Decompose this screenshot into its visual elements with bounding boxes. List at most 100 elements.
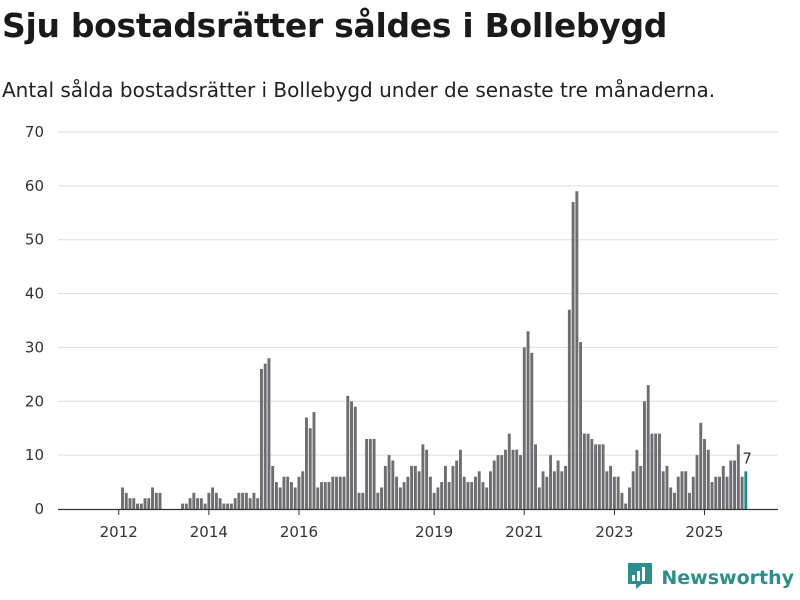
x-tick-label: 2023 <box>595 523 633 541</box>
bar <box>575 191 579 510</box>
bar <box>305 417 308 509</box>
bar <box>365 438 369 509</box>
x-tick-label: 2012 <box>100 523 138 541</box>
bar <box>688 492 691 509</box>
bar <box>436 487 440 509</box>
bar <box>564 465 568 509</box>
bar-chart-logo-icon <box>627 562 653 594</box>
bar <box>466 482 470 509</box>
bar <box>286 476 290 509</box>
bar <box>684 471 688 509</box>
bar <box>458 449 462 509</box>
bar <box>718 476 721 509</box>
bar <box>398 487 402 509</box>
bar <box>530 352 534 509</box>
y-tick-label: 50 <box>25 231 44 249</box>
bar <box>421 444 425 509</box>
bar <box>680 471 684 509</box>
chart-subtitle: Antal sålda bostadsrätter i Bollebygd un… <box>2 78 716 102</box>
bar <box>301 471 305 509</box>
bar <box>612 476 616 509</box>
bar <box>147 498 151 509</box>
bar <box>661 471 665 509</box>
bar <box>725 476 729 509</box>
bar <box>121 487 124 509</box>
bar <box>736 444 740 509</box>
bar <box>462 476 466 509</box>
bar <box>372 438 376 509</box>
bar <box>361 492 365 509</box>
bar <box>579 342 583 509</box>
bar <box>642 401 646 509</box>
y-tick-label: 10 <box>25 446 44 464</box>
bar <box>620 492 624 509</box>
bar <box>278 487 282 509</box>
bar <box>646 385 650 509</box>
bar <box>669 487 673 509</box>
bar <box>703 438 706 509</box>
bar <box>297 476 301 509</box>
bar <box>383 465 387 509</box>
bar <box>455 460 459 509</box>
bar <box>447 482 451 509</box>
bar <box>312 412 316 509</box>
bar <box>654 433 658 509</box>
bar <box>413 465 417 509</box>
bar <box>639 465 643 509</box>
bar <box>500 455 504 509</box>
bar <box>470 482 474 509</box>
bar <box>188 498 192 509</box>
bar <box>222 503 226 509</box>
y-axis-ticks: 0 10 20 30 40 50 60 70 <box>25 123 44 518</box>
bar <box>357 492 361 509</box>
bar <box>196 498 200 509</box>
bar <box>481 482 485 509</box>
bar <box>526 331 530 509</box>
bar <box>207 492 211 509</box>
bar <box>350 401 353 509</box>
bar <box>432 492 436 509</box>
bar <box>492 460 496 509</box>
brand-logo: Newsworthy <box>627 562 794 594</box>
bar <box>282 476 286 509</box>
bar <box>410 465 414 509</box>
bar <box>691 476 695 509</box>
gridlines <box>58 131 778 456</box>
bar <box>244 492 248 509</box>
bar <box>323 482 327 509</box>
bar <box>327 482 331 509</box>
bar <box>474 476 477 509</box>
bar <box>519 455 522 509</box>
bar <box>271 465 275 509</box>
bar <box>485 487 489 509</box>
bar <box>567 309 571 509</box>
bar <box>710 482 714 509</box>
bar <box>132 498 136 509</box>
bar <box>586 433 590 509</box>
bar <box>665 465 669 509</box>
bar <box>489 471 492 509</box>
x-tick-label: 2016 <box>280 523 318 541</box>
y-tick-label: 40 <box>25 285 44 303</box>
bar <box>229 503 233 509</box>
highlight-data-label: 7 <box>742 449 752 467</box>
bar <box>331 476 335 509</box>
bar <box>590 438 594 509</box>
x-tick-label: 2021 <box>505 523 543 541</box>
bar <box>609 465 613 509</box>
bar <box>293 487 297 509</box>
bar <box>729 460 733 509</box>
bar <box>275 482 278 509</box>
bar <box>346 395 350 509</box>
y-tick-label: 0 <box>34 500 44 518</box>
bar <box>511 449 515 509</box>
y-tick-label: 20 <box>25 392 44 410</box>
bar <box>184 503 188 509</box>
bar <box>143 498 147 509</box>
bar <box>537 487 541 509</box>
bar <box>211 487 215 509</box>
bar <box>451 465 455 509</box>
bar <box>158 492 162 509</box>
bar <box>522 347 526 509</box>
bar <box>316 487 320 509</box>
